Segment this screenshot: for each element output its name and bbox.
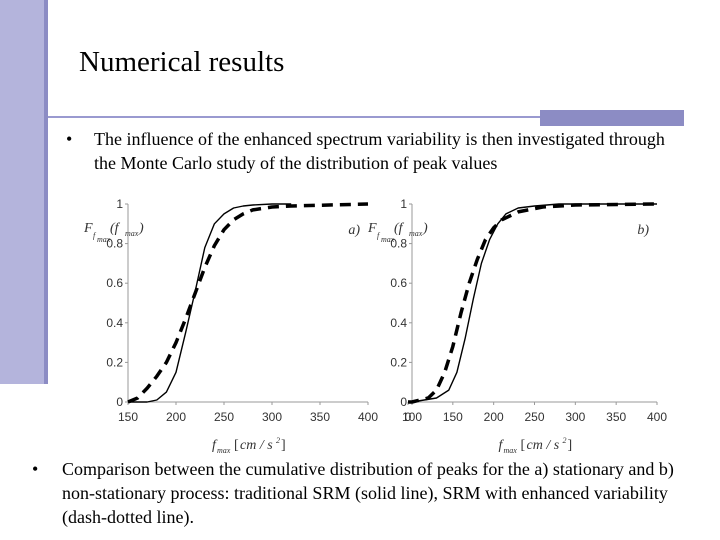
panel-b-y-tick-label: 0 <box>400 395 407 409</box>
panel-b-x-tick-label: 350 <box>606 410 626 424</box>
panel-b-ylabel-sub: f <box>377 231 381 240</box>
panel-b-xlabel-sub: max <box>504 446 518 455</box>
panel-b-x-tick-label: 0 <box>405 410 412 424</box>
panel-a-ylabel-argsub: max <box>125 229 139 238</box>
panel-b-xlabel-unit-open: [ <box>521 438 526 453</box>
panel-b-ylabel-subsub: max <box>381 235 395 244</box>
panel-b-ylabel-f: F <box>367 221 377 236</box>
panel-a-x-tick-label: 250 <box>214 410 234 424</box>
panel-a-series-solid <box>128 203 292 403</box>
panel-a-xlabel-unit-close: ] <box>281 438 286 453</box>
panel-a-y-tick-label: 0.2 <box>106 355 123 369</box>
panel-b-x-tick-label: 200 <box>484 410 504 424</box>
panel-b-y-tick-label: 0.8 <box>390 237 407 251</box>
panel-b-x-tick-label: 400 <box>647 410 667 424</box>
panel-a-x-tick-label: 400 <box>358 410 378 424</box>
panel-b-ylabel-close: ) <box>422 221 428 236</box>
panel-b-y-tick-label: 0.2 <box>390 355 407 369</box>
panel-a-xlabel-unit-open: [ <box>234 438 239 453</box>
bullet-2-text: Comparison between the cumulative distri… <box>62 459 674 527</box>
bullet-2-marker: • <box>32 459 39 479</box>
panel-a-xlabel-f: f <box>212 438 218 453</box>
panel-b-x-tick-label: 100 <box>402 410 422 424</box>
slide-title: Numerical results <box>79 46 285 78</box>
left-accent-bar <box>0 0 48 384</box>
bullet-1-text: The influence of the enhanced spectrum v… <box>94 129 665 173</box>
panel-a-x-tick-label: 300 <box>262 410 282 424</box>
panel-a-x-tick-label: 350 <box>310 410 330 424</box>
title-divider <box>48 116 684 118</box>
panel-a-y-tick-label: 0.6 <box>106 276 123 290</box>
panel-b-ylabel-argsub: max <box>409 229 423 238</box>
panel-b-series-dashed <box>408 202 658 404</box>
panel-b-x-tick-label: 250 <box>524 410 544 424</box>
panel-b-y-tick-label: 1 <box>400 197 407 211</box>
panel-a-ylabel-arg: (f <box>110 221 121 236</box>
panel-a-series-dashed <box>127 202 369 404</box>
panel-b-x-tick-label: 150 <box>443 410 463 424</box>
panel-b-ylabel-arg: (f <box>394 221 405 236</box>
panel-a-xlabel-unit: cm / s <box>240 438 273 453</box>
panel-a-y-tick-label: 1 <box>116 197 123 211</box>
title-divider-block <box>540 110 684 126</box>
panel-a-x-tick-label: 200 <box>166 410 186 424</box>
panel-a-xlabel-sub: max <box>217 446 231 455</box>
panel-a-ylabel-sub: f <box>93 231 97 240</box>
panel-a-y-tick-label: 0.8 <box>106 237 123 251</box>
panel-b-xlabel-f: f <box>499 438 505 453</box>
panel-b-xlabel-exp: 2 <box>563 436 567 445</box>
panel-a-y-tick-label: 0 <box>116 395 123 409</box>
panel-b-xlabel-unit-close: ] <box>568 438 573 453</box>
panel-a-x-tick-label: 150 <box>118 410 138 424</box>
panel-a-ylabel-f: F <box>83 221 93 236</box>
bullet-1-marker: • <box>66 129 73 149</box>
panel-b-panel-label: b) <box>637 223 649 238</box>
panel-b-y-tick-label: 0.4 <box>390 316 407 330</box>
left-accent-edge <box>44 0 48 384</box>
panel-a-ylabel-close: ) <box>138 221 144 236</box>
panel-b-series-solid <box>408 203 657 403</box>
panel-b-xlabel-unit: cm / s <box>527 438 560 453</box>
panel-a-ylabel-subsub: max <box>97 235 111 244</box>
panel-b-y-tick-label: 0.6 <box>390 276 407 290</box>
panel-a-xlabel-exp: 2 <box>276 436 280 445</box>
panel-a-y-tick-label: 0.4 <box>106 316 123 330</box>
panel-a-panel-label: a) <box>348 223 360 238</box>
panel-b-x-tick-label: 300 <box>565 410 585 424</box>
